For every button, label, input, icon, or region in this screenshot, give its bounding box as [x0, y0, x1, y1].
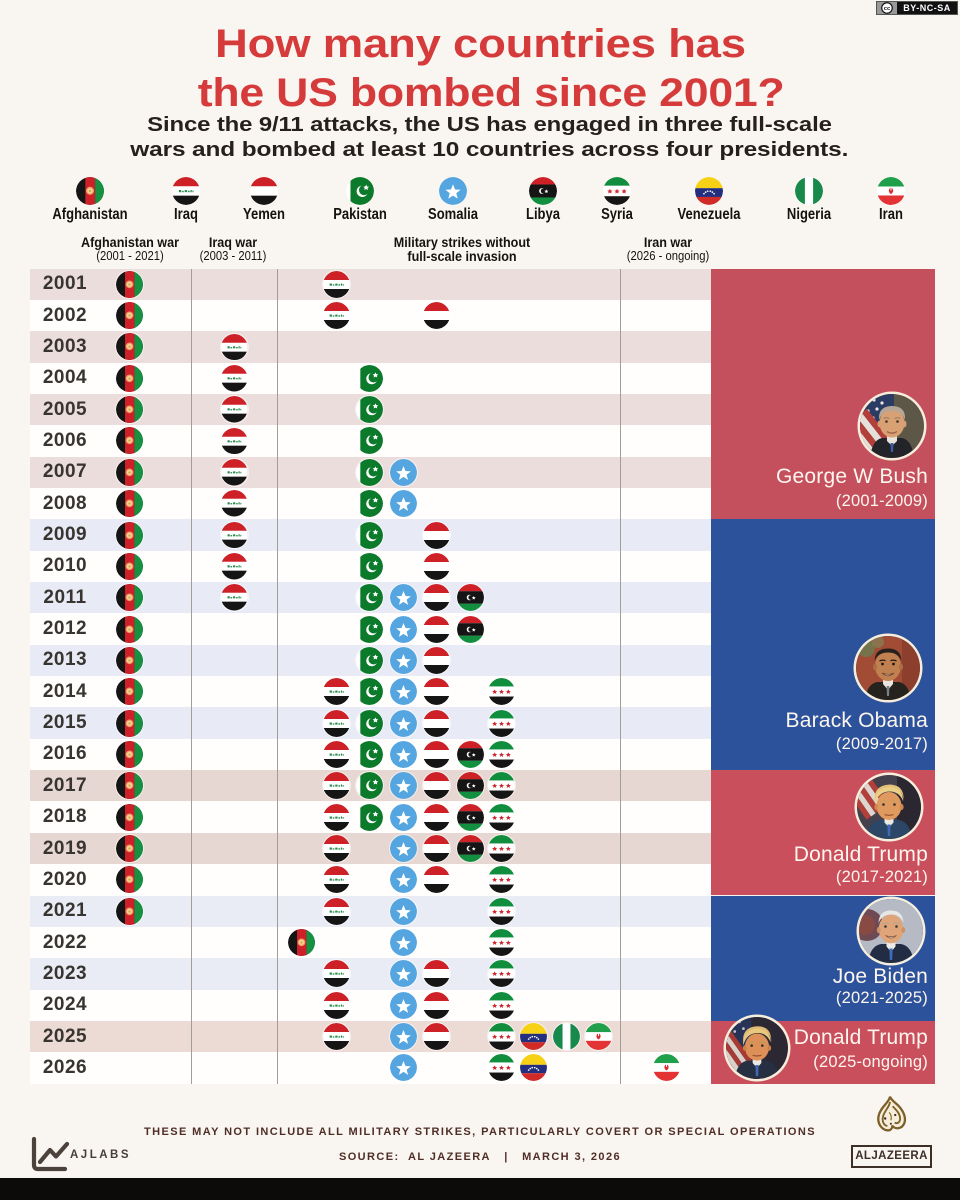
svg-text:cc: cc: [884, 6, 891, 12]
